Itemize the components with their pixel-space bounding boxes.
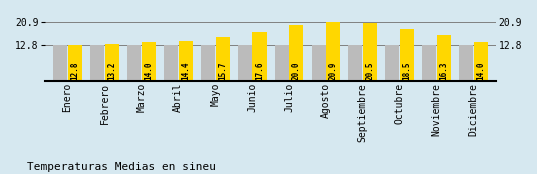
Bar <box>252 32 266 81</box>
Bar <box>386 45 400 81</box>
Bar <box>68 45 82 81</box>
Bar <box>349 45 362 81</box>
Text: 15.7: 15.7 <box>218 62 227 80</box>
Bar <box>90 45 104 81</box>
Bar <box>437 35 451 81</box>
Text: 20.9: 20.9 <box>329 62 338 80</box>
Bar <box>215 37 230 81</box>
Text: 17.6: 17.6 <box>255 62 264 80</box>
Text: 14.4: 14.4 <box>181 62 190 80</box>
Bar <box>326 22 340 81</box>
Bar <box>422 45 436 81</box>
Bar <box>238 45 252 81</box>
Bar <box>164 45 178 81</box>
Bar <box>474 42 488 81</box>
Bar <box>53 45 67 81</box>
Text: Temperaturas Medias en sineu: Temperaturas Medias en sineu <box>27 162 216 172</box>
Bar <box>289 25 303 81</box>
Text: 14.0: 14.0 <box>144 62 153 80</box>
Bar <box>142 42 156 81</box>
Text: 14.0: 14.0 <box>476 62 485 80</box>
Text: 12.8: 12.8 <box>70 62 79 80</box>
Text: 13.2: 13.2 <box>107 62 117 80</box>
Text: 18.5: 18.5 <box>403 62 412 80</box>
Bar <box>311 45 325 81</box>
Bar <box>459 45 473 81</box>
Bar <box>127 45 141 81</box>
Text: 20.5: 20.5 <box>366 62 375 80</box>
Bar <box>400 29 414 81</box>
Bar <box>363 23 378 81</box>
Bar <box>201 45 215 81</box>
Bar <box>105 44 119 81</box>
Bar <box>274 45 289 81</box>
Text: 16.3: 16.3 <box>440 62 448 80</box>
Text: 20.0: 20.0 <box>292 62 301 80</box>
Bar <box>179 41 193 81</box>
